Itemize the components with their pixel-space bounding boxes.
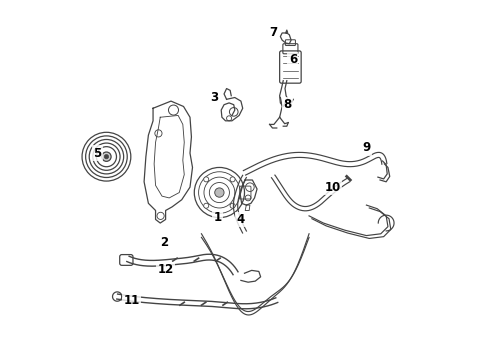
Circle shape [229,177,235,182]
Circle shape [229,203,235,208]
Text: 2: 2 [160,236,167,249]
Circle shape [102,152,111,161]
Circle shape [203,203,208,208]
Text: 4: 4 [236,213,244,226]
Text: 3: 3 [209,91,218,104]
Text: 1: 1 [213,211,221,224]
Text: 8: 8 [283,98,291,111]
Text: 11: 11 [123,294,140,307]
Circle shape [214,188,224,197]
Text: 12: 12 [157,263,173,276]
Text: 5: 5 [93,147,102,159]
Text: 9: 9 [362,141,370,154]
Text: 6: 6 [288,53,296,66]
Text: 7: 7 [268,27,277,40]
Circle shape [104,154,108,159]
Circle shape [203,177,208,182]
Text: 10: 10 [324,181,340,194]
